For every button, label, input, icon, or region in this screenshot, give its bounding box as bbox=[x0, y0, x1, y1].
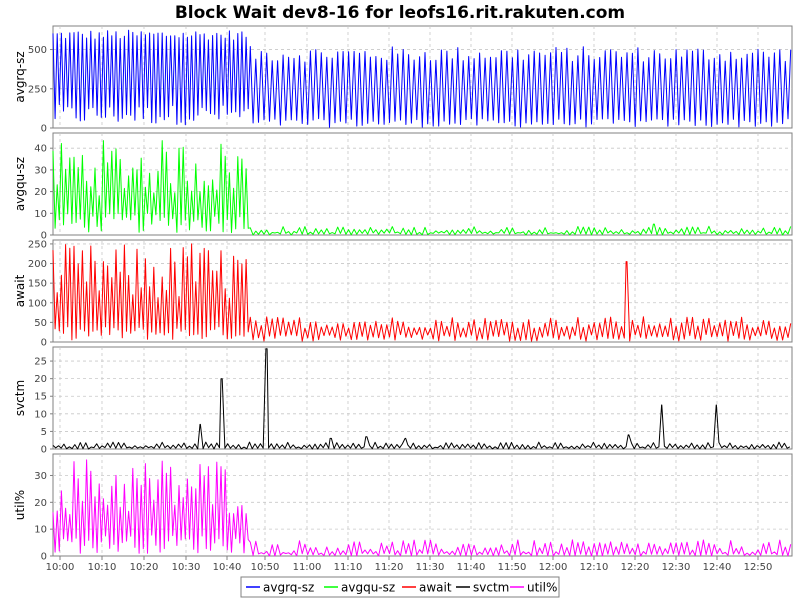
y-axis-label: avgqu-sz bbox=[13, 157, 27, 211]
x-tick-label: 10:10 bbox=[88, 562, 117, 573]
y-tick-label: 50 bbox=[34, 318, 47, 329]
panel-frame bbox=[52, 346, 793, 450]
legend-item-label: svctm bbox=[473, 581, 509, 595]
y-tick-label: 30 bbox=[34, 165, 47, 176]
y-tick-label: 0 bbox=[41, 338, 47, 349]
y-tick-label: 30 bbox=[34, 471, 47, 482]
y-tick-label: 15 bbox=[34, 392, 47, 403]
y-tick-label: 250 bbox=[28, 239, 47, 250]
x-tick-label: 11:00 bbox=[293, 562, 322, 573]
y-tick-label: 250 bbox=[28, 84, 47, 95]
legend-item-label: avgqu-sz bbox=[341, 581, 395, 595]
y-tick-label: 20 bbox=[34, 374, 47, 385]
x-tick-label: 11:10 bbox=[334, 562, 363, 573]
x-tick-label: 10:40 bbox=[213, 562, 242, 573]
x-tick-label: 10:20 bbox=[130, 562, 159, 573]
x-tick-label: 12:50 bbox=[744, 562, 773, 573]
x-tick-label: 12:20 bbox=[621, 562, 650, 573]
series-line-avgrqsz bbox=[52, 29, 792, 128]
legend-item-label: await bbox=[419, 581, 452, 595]
y-tick-label: 10 bbox=[34, 525, 47, 536]
y-tick-label: 500 bbox=[28, 45, 47, 56]
y-tick-label: 150 bbox=[28, 279, 47, 290]
y-tick-label: 5 bbox=[41, 427, 47, 438]
y-tick-label: 100 bbox=[28, 298, 47, 309]
series-line-util bbox=[52, 459, 792, 557]
series-line-avgqusz bbox=[52, 140, 792, 236]
x-tick-label: 11:20 bbox=[375, 562, 404, 573]
y-tick-label: 25 bbox=[34, 357, 47, 368]
x-tick-label: 12:40 bbox=[703, 562, 732, 573]
series-line-svctm bbox=[52, 348, 791, 450]
x-tick-label: 12:10 bbox=[580, 562, 609, 573]
legend-item-label: avgrq-sz bbox=[263, 581, 314, 595]
y-tick-label: 40 bbox=[34, 144, 47, 155]
x-tick-label: 11:40 bbox=[457, 562, 486, 573]
x-tick-label: 12:30 bbox=[662, 562, 691, 573]
y-axis-label: avgrq-sz bbox=[13, 51, 27, 102]
y-tick-label: 20 bbox=[34, 187, 47, 198]
y-tick-label: 10 bbox=[34, 409, 47, 420]
legend bbox=[240, 576, 560, 598]
y-axis-label: svctm bbox=[13, 380, 27, 416]
legend-item-label: util% bbox=[527, 581, 557, 595]
x-tick-label: 10:30 bbox=[172, 562, 201, 573]
y-tick-label: 200 bbox=[28, 259, 47, 270]
y-tick-label: 10 bbox=[34, 209, 47, 220]
series-line-await bbox=[52, 243, 792, 342]
y-axis-label: util% bbox=[13, 490, 27, 520]
x-tick-label: 10:00 bbox=[46, 562, 75, 573]
y-axis-label: await bbox=[13, 274, 27, 307]
y-tick-label: 0 bbox=[41, 124, 47, 135]
chart-title: Block Wait dev8-16 for leofs16.rit.rakut… bbox=[175, 3, 625, 23]
y-tick-label: 0 bbox=[41, 231, 47, 242]
y-tick-label: 0 bbox=[41, 445, 47, 456]
y-tick-label: 20 bbox=[34, 498, 47, 509]
x-tick-label: 11:50 bbox=[498, 562, 527, 573]
x-tick-label: 12:00 bbox=[539, 562, 568, 573]
y-tick-label: 0 bbox=[41, 552, 47, 563]
x-tick-label: 10:50 bbox=[251, 562, 280, 573]
x-tick-label: 11:30 bbox=[416, 562, 445, 573]
